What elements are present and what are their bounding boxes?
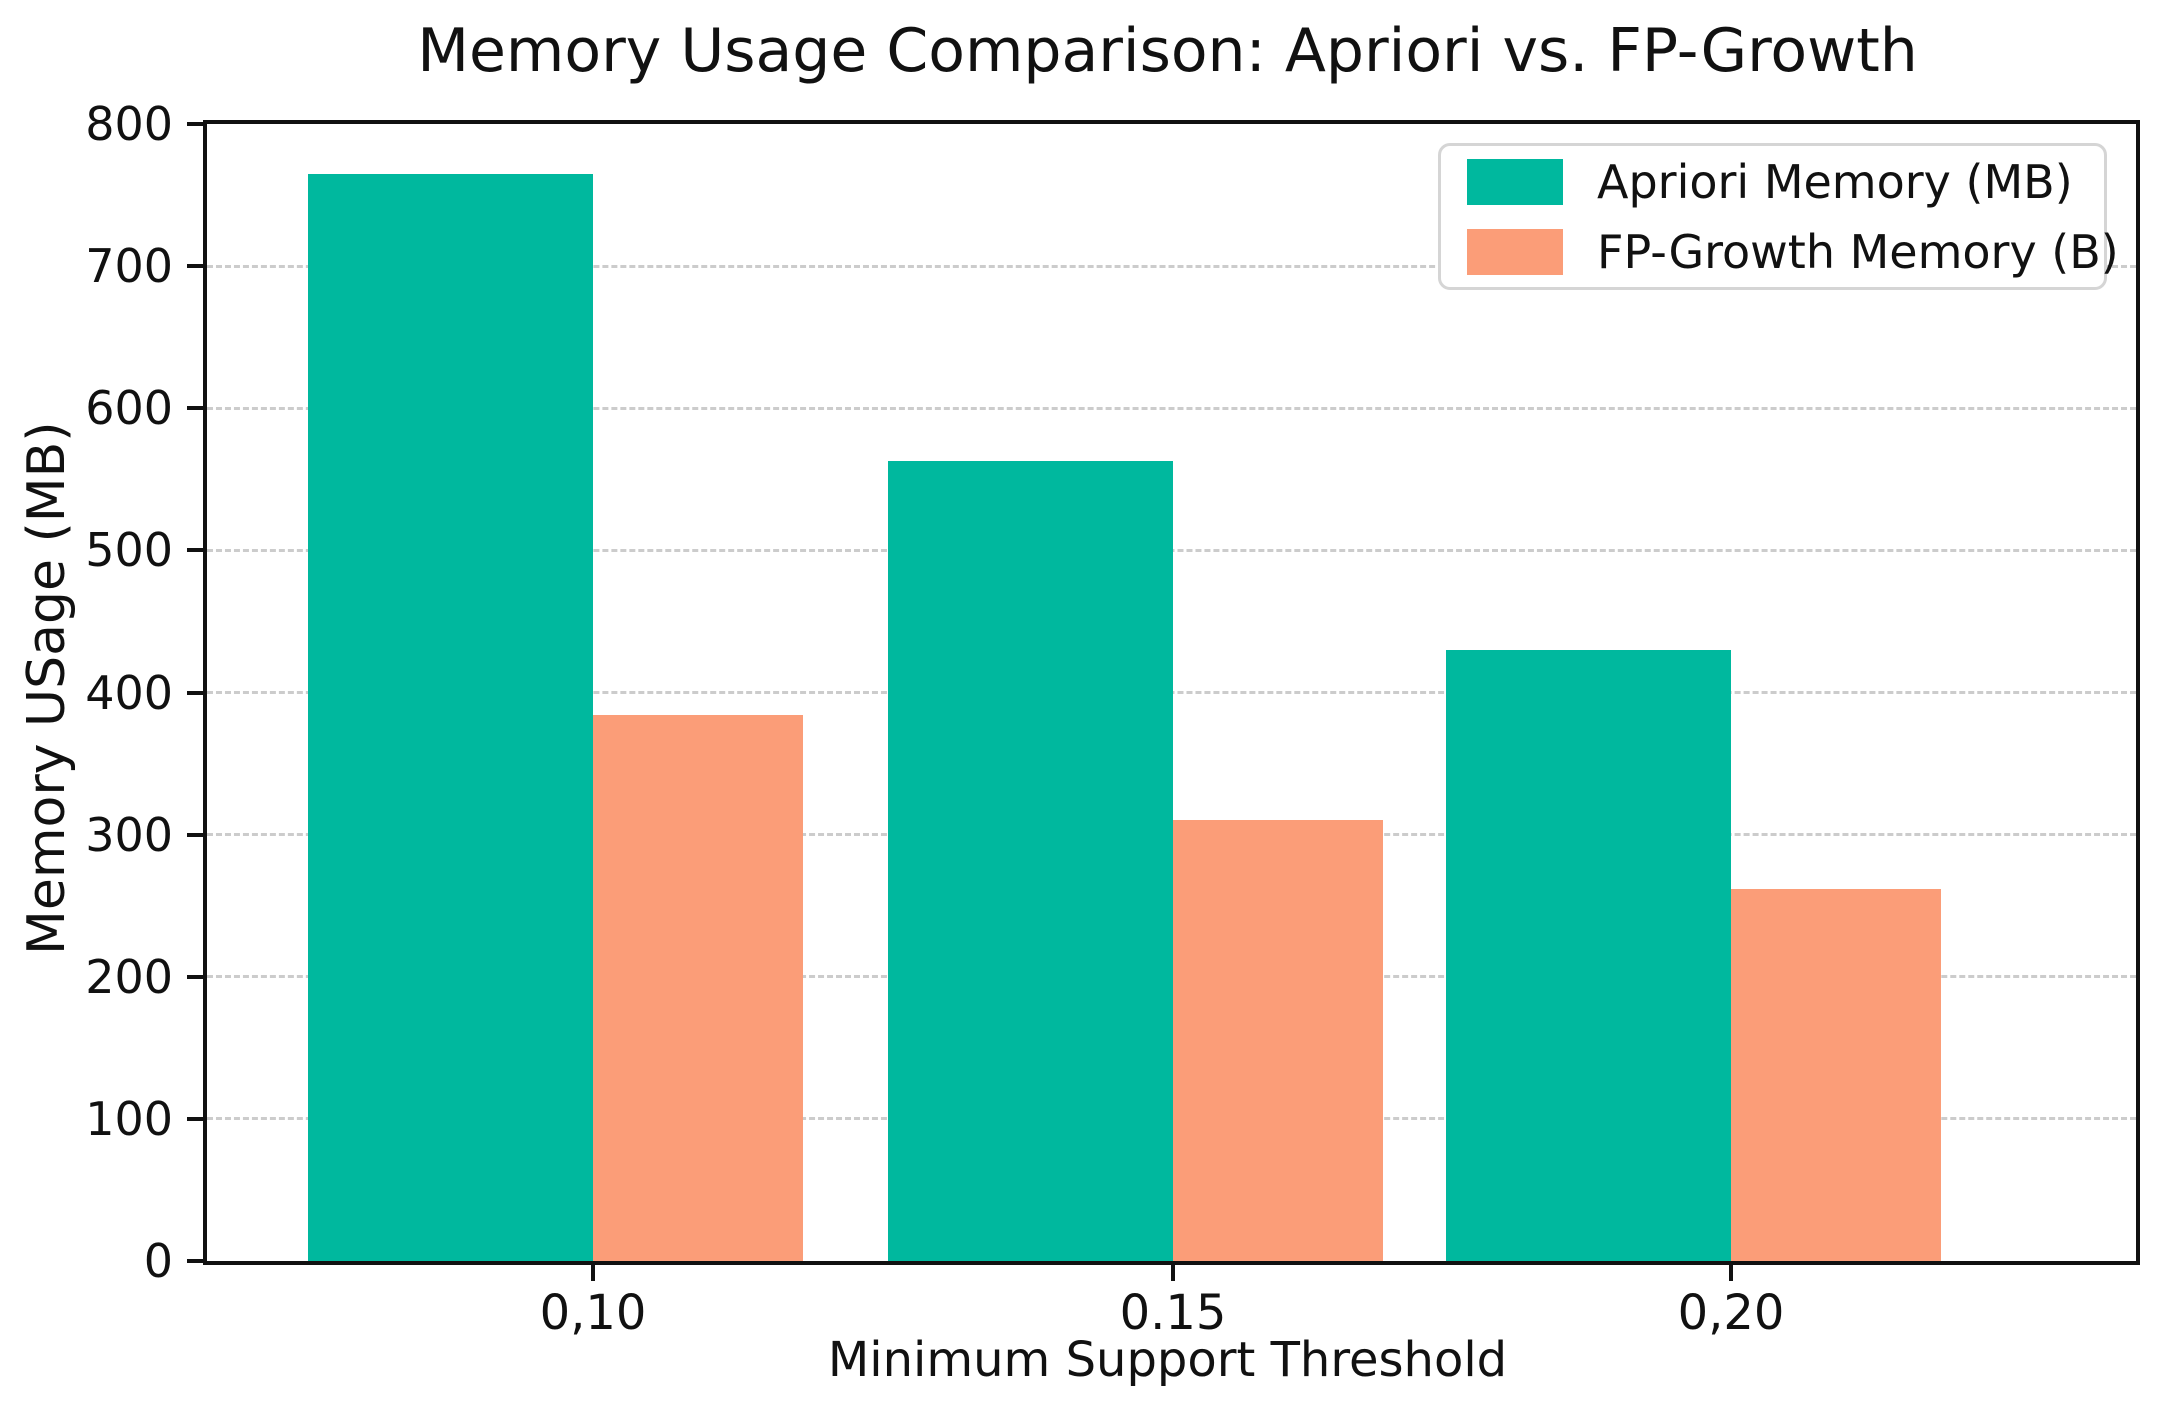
y-tick-mark-0 [187, 1259, 203, 1263]
y-tick-label-300: 300 [85, 807, 173, 862]
plot-area [203, 120, 2140, 1265]
legend-label-apriori: Apriori Memory (MB) [1597, 154, 2073, 209]
legend-swatch-fpgrowth [1467, 228, 1563, 275]
legend: Apriori Memory (MB) FP-Growth Memory (B) [1438, 143, 2119, 290]
x-axis-label: Minimum Support Threshold [827, 1332, 1508, 1388]
legend-item-fpgrowth: FP-Growth Memory (B) [1467, 225, 2119, 279]
y-tick-label-0: 0 [143, 1234, 173, 1288]
y-tick-label-100: 100 [85, 1091, 173, 1146]
x-tick-label-0,20: 0,20 [1677, 1285, 1785, 1341]
y-tick-mark-700 [187, 264, 203, 269]
y-tick-label-700: 700 [85, 239, 173, 294]
bar-apriori-0.15 [888, 461, 1173, 1261]
gridline-y-700 [207, 264, 2136, 268]
bar-apriori-0,10 [308, 174, 593, 1261]
x-tick-mark-0,20 [1729, 1265, 1733, 1281]
bar-fpgrowth-0,10 [593, 715, 803, 1261]
legend-item-apriori: Apriori Memory (MB) [1467, 155, 2078, 209]
gridline-y-600 [207, 406, 2136, 410]
y-tick-mark-600 [187, 406, 203, 411]
x-tick-label-0,10: 0,10 [539, 1285, 647, 1341]
bar-fpgrowth-0.15 [1173, 820, 1383, 1261]
chart-title: Memory Usage Comparison: Apriori vs. FP-… [417, 16, 1918, 86]
y-tick-mark-200 [187, 974, 203, 979]
legend-label-fpgrowth: FP-Growth Memory (B) [1597, 224, 2119, 279]
y-tick-mark-100 [187, 1116, 203, 1121]
y-tick-label-500: 500 [85, 523, 173, 578]
y-tick-mark-400 [187, 690, 203, 695]
y-tick-label-200: 200 [85, 949, 173, 1004]
y-tick-mark-500 [187, 548, 203, 553]
y-tick-label-400: 400 [85, 665, 173, 720]
x-tick-label-0.15: 0.15 [1119, 1285, 1227, 1341]
y-tick-mark-800 [187, 122, 203, 126]
bar-apriori-0,20 [1446, 650, 1731, 1261]
bar-fpgrowth-0,20 [1731, 889, 1941, 1261]
y-tick-mark-300 [187, 832, 203, 837]
x-tick-mark-0,10 [591, 1265, 595, 1281]
legend-swatch-apriori [1467, 158, 1563, 205]
y-tick-label-600: 600 [85, 381, 173, 436]
x-tick-mark-0.15 [1171, 1265, 1175, 1281]
y-tick-label-800: 800 [85, 97, 173, 151]
